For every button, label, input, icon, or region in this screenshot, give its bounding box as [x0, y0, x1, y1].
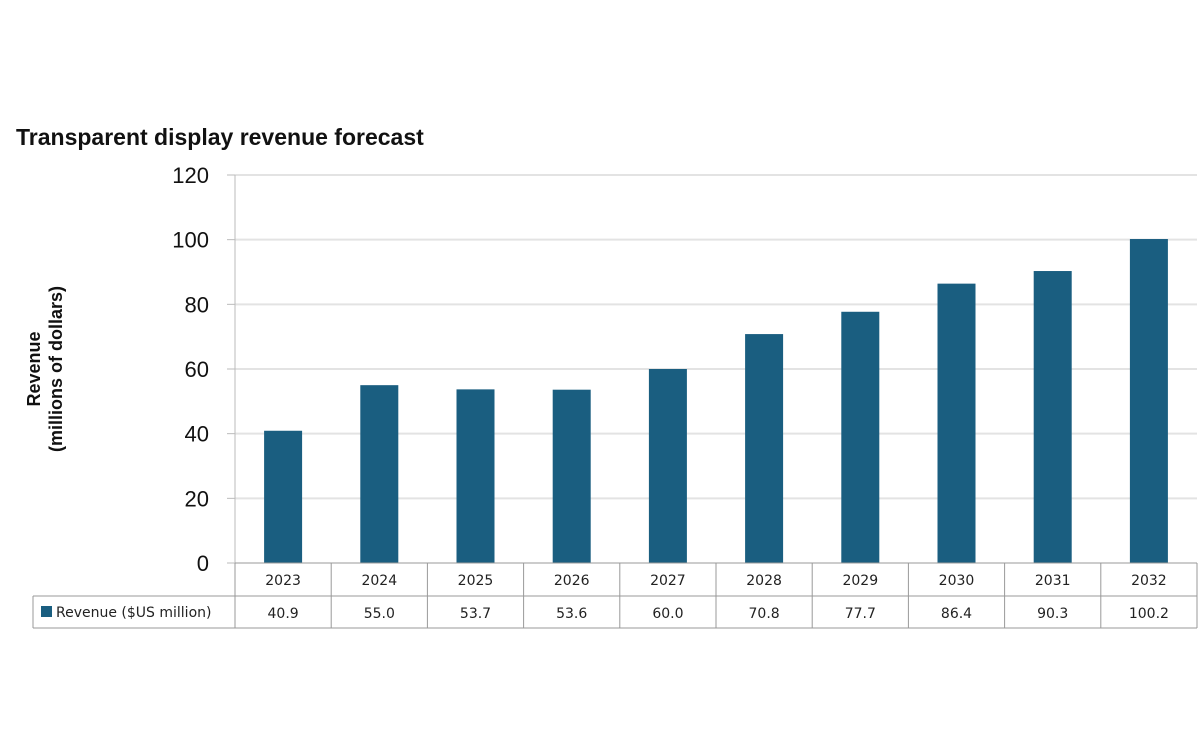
x-category-label: 2030: [939, 573, 975, 589]
x-category-label: 2024: [361, 573, 397, 589]
y-tick-label: 60: [185, 357, 209, 382]
x-category-label: 2029: [842, 573, 878, 589]
legend-swatch: [41, 606, 52, 617]
x-category-label: 2027: [650, 573, 686, 589]
bar-2027: [648, 369, 687, 563]
data-label: 77.7: [845, 606, 876, 622]
data-label: 53.6: [556, 606, 587, 622]
x-category-label: 2023: [265, 573, 301, 589]
bar-2026: [552, 389, 591, 563]
x-category-label: 2031: [1035, 573, 1071, 589]
bar-2025: [456, 389, 495, 563]
data-label: 55.0: [364, 606, 395, 622]
bar-2030: [937, 283, 976, 563]
y-tick-label: 120: [172, 163, 209, 188]
bar-2028: [745, 334, 784, 563]
x-category-label: 2028: [746, 573, 782, 589]
bar-2023: [264, 430, 303, 563]
data-label: 70.8: [749, 606, 780, 622]
legend-label: Revenue ($US million): [56, 605, 211, 621]
x-category-label: 2032: [1131, 573, 1167, 589]
data-label: 90.3: [1037, 606, 1068, 622]
y-tick-label: 80: [185, 292, 209, 317]
bar-2024: [360, 385, 399, 563]
y-tick-label: 100: [172, 228, 209, 253]
data-label: 60.0: [652, 606, 683, 622]
y-tick-label: 0: [197, 551, 209, 576]
y-tick-label: 40: [185, 422, 209, 447]
bar-2032: [1129, 239, 1168, 563]
bar-2031: [1033, 271, 1072, 563]
data-label: 40.9: [268, 606, 299, 622]
x-category-label: 2026: [554, 573, 590, 589]
bar-2029: [841, 311, 880, 563]
data-label: 86.4: [941, 606, 972, 622]
x-category-label: 2025: [458, 573, 494, 589]
data-label: 53.7: [460, 606, 491, 622]
data-label: 100.2: [1129, 606, 1169, 622]
y-tick-label: 20: [185, 486, 209, 511]
chart-title: Transparent display revenue forecast: [16, 124, 424, 150]
